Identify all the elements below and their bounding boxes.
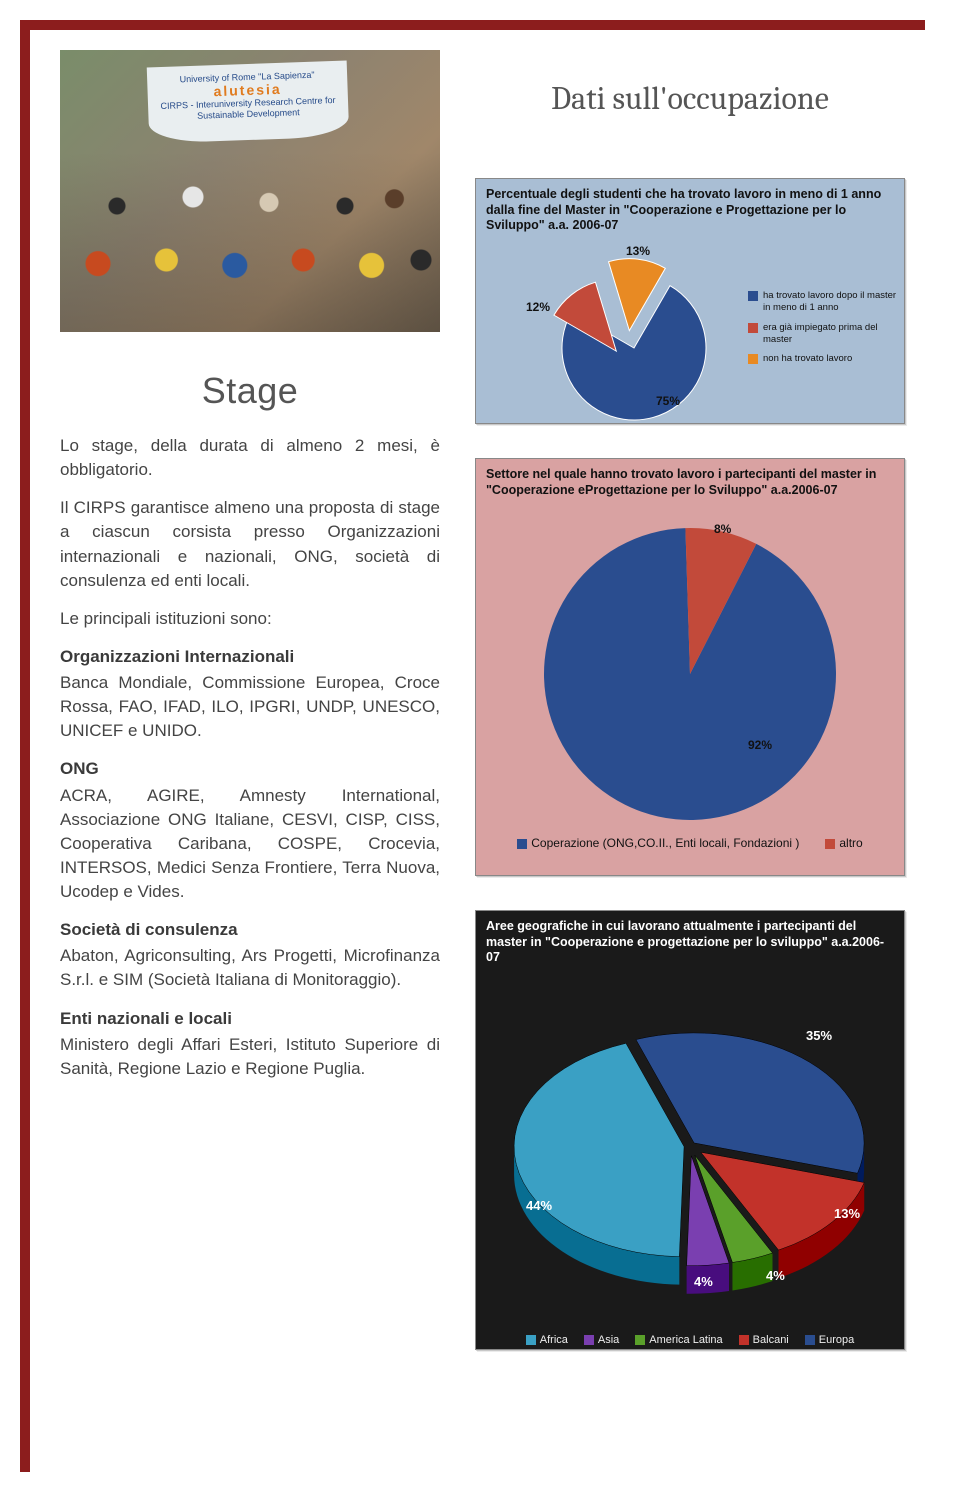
legend-item: Europa bbox=[805, 1334, 854, 1346]
value-label: 13% bbox=[834, 1206, 860, 1221]
chart-body: 8% 92% Coperazione (ONG,CO.II., Enti loc… bbox=[476, 500, 904, 860]
legend-item: Asia bbox=[584, 1334, 619, 1346]
chart-employment-timing: Percentuale degli studenti che ha trovat… bbox=[475, 178, 905, 424]
legend-swatch bbox=[635, 1335, 645, 1345]
pie-svg bbox=[530, 514, 850, 834]
legend-swatch bbox=[748, 354, 758, 364]
value-label: 12% bbox=[526, 300, 550, 314]
value-label: 4% bbox=[766, 1268, 785, 1283]
chart-geographic-areas: Aree geografiche in cui lavorano attualm… bbox=[475, 910, 905, 1350]
chart-title: Aree geografiche in cui lavorano attualm… bbox=[476, 911, 904, 968]
legend-label: Africa bbox=[540, 1334, 568, 1346]
stage-p3: Le principali istituzioni sono: bbox=[60, 607, 440, 631]
chart-employment-sector: Settore nel quale hanno trovato lavoro i… bbox=[475, 458, 905, 876]
value-label: 8% bbox=[714, 522, 731, 536]
stage-heading: Stage bbox=[60, 370, 440, 412]
section-body: ACRA, AGIRE, Amnesty International, Asso… bbox=[60, 784, 440, 905]
value-label: 13% bbox=[626, 244, 650, 258]
stage-intro: Lo stage, della durata di almeno 2 mesi,… bbox=[60, 434, 440, 482]
legend-label: ha trovato lavoro dopo il master in meno… bbox=[763, 290, 898, 314]
chart-title: Percentuale degli studenti che ha trovat… bbox=[476, 179, 904, 236]
legend-label: Balcani bbox=[753, 1334, 789, 1346]
legend-label: America Latina bbox=[649, 1334, 722, 1346]
section-body: Ministero degli Affari Esteri, Istituto … bbox=[60, 1033, 440, 1081]
legend-item: era già impiegato prima del master bbox=[748, 322, 898, 346]
pie-svg bbox=[484, 236, 744, 436]
value-label: 92% bbox=[748, 738, 772, 752]
legend-item: altro bbox=[825, 836, 862, 850]
section-title: ONG bbox=[60, 757, 440, 781]
section-body: Abaton, Agriconsulting, Ars Progetti, Mi… bbox=[60, 944, 440, 992]
legend-swatch bbox=[825, 839, 835, 849]
legend-swatch bbox=[517, 839, 527, 849]
legend-label: Europa bbox=[819, 1334, 854, 1346]
legend-item: Balcani bbox=[739, 1334, 789, 1346]
photo-banner: University of Rome "La Sapienza" alutesi… bbox=[147, 61, 350, 144]
legend-item: America Latina bbox=[635, 1334, 722, 1346]
legend-swatch bbox=[748, 323, 758, 333]
legend-item: Coperazione (ONG,CO.II., Enti locali, Fo… bbox=[517, 836, 799, 850]
legend-swatch bbox=[526, 1335, 536, 1345]
legend-label: Coperazione (ONG,CO.II., Enti locali, Fo… bbox=[531, 836, 799, 850]
chart-legend: ha trovato lavoro dopo il master in meno… bbox=[748, 290, 898, 373]
hero-photo: University of Rome "La Sapienza" alutesi… bbox=[60, 50, 440, 332]
section-title: Organizzazioni Internazionali bbox=[60, 645, 440, 669]
chart-body: 13% 12% 75% ha trovato lavoro dopo il ma… bbox=[476, 236, 904, 436]
legend-item: non ha trovato lavoro bbox=[748, 353, 898, 365]
legend-label: era già impiegato prima del master bbox=[763, 322, 898, 346]
section-body: Banca Mondiale, Commissione Europea, Cro… bbox=[60, 671, 440, 743]
section-title: Enti nazionali e locali bbox=[60, 1007, 440, 1031]
legend-swatch bbox=[805, 1335, 815, 1345]
legend-swatch bbox=[584, 1335, 594, 1345]
legend-item: Africa bbox=[526, 1334, 568, 1346]
stage-text: Lo stage, della durata di almeno 2 mesi,… bbox=[60, 434, 440, 1095]
value-label: 35% bbox=[806, 1028, 832, 1043]
section-title: Società di consulenza bbox=[60, 918, 440, 942]
value-label: 75% bbox=[656, 394, 680, 408]
legend-label: Asia bbox=[598, 1334, 619, 1346]
legend-label: altro bbox=[839, 836, 862, 850]
value-label: 4% bbox=[694, 1274, 713, 1289]
legend-item: ha trovato lavoro dopo il master in meno… bbox=[748, 290, 898, 314]
chart-title: Settore nel quale hanno trovato lavoro i… bbox=[476, 459, 904, 500]
legend-swatch bbox=[748, 291, 758, 301]
value-label: 44% bbox=[526, 1198, 552, 1213]
chart-body: 44% 4% 4% 13% 35% Africa Asia America La… bbox=[476, 968, 904, 1356]
stage-p2: Il CIRPS garantisce almeno una proposta … bbox=[60, 496, 440, 593]
page-frame: University of Rome "La Sapienza" alutesi… bbox=[20, 20, 925, 1468]
legend-label: non ha trovato lavoro bbox=[763, 353, 852, 365]
legend-swatch bbox=[739, 1335, 749, 1345]
right-column-title: Dati sull'occupazione bbox=[475, 80, 905, 117]
chart-legend: Africa Asia America Latina Balcani Europ… bbox=[476, 1334, 904, 1346]
photo-crowd-overlay bbox=[60, 152, 440, 332]
chart-legend: Coperazione (ONG,CO.II., Enti locali, Fo… bbox=[476, 836, 904, 850]
